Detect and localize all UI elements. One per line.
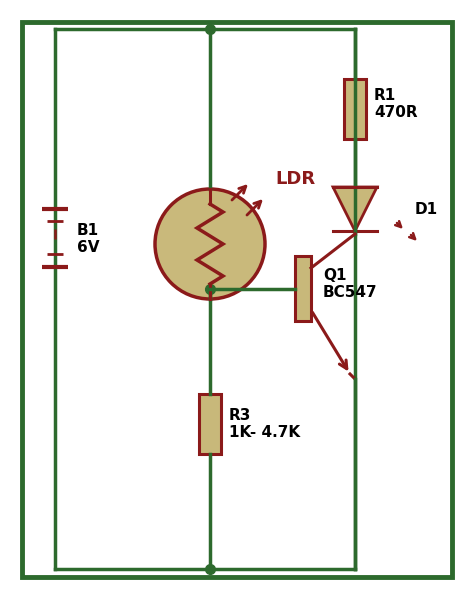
- Text: R3
1K- 4.7K: R3 1K- 4.7K: [229, 408, 300, 440]
- Text: R1
470R: R1 470R: [374, 88, 418, 120]
- Polygon shape: [333, 187, 377, 231]
- Text: D1: D1: [415, 201, 438, 216]
- Text: LDR: LDR: [275, 170, 315, 188]
- Circle shape: [155, 189, 265, 299]
- Bar: [295, 256, 311, 321]
- Bar: [199, 394, 221, 454]
- Text: B1
6V: B1 6V: [77, 223, 100, 255]
- Text: Q1
BC547: Q1 BC547: [323, 268, 378, 300]
- Bar: [344, 79, 366, 139]
